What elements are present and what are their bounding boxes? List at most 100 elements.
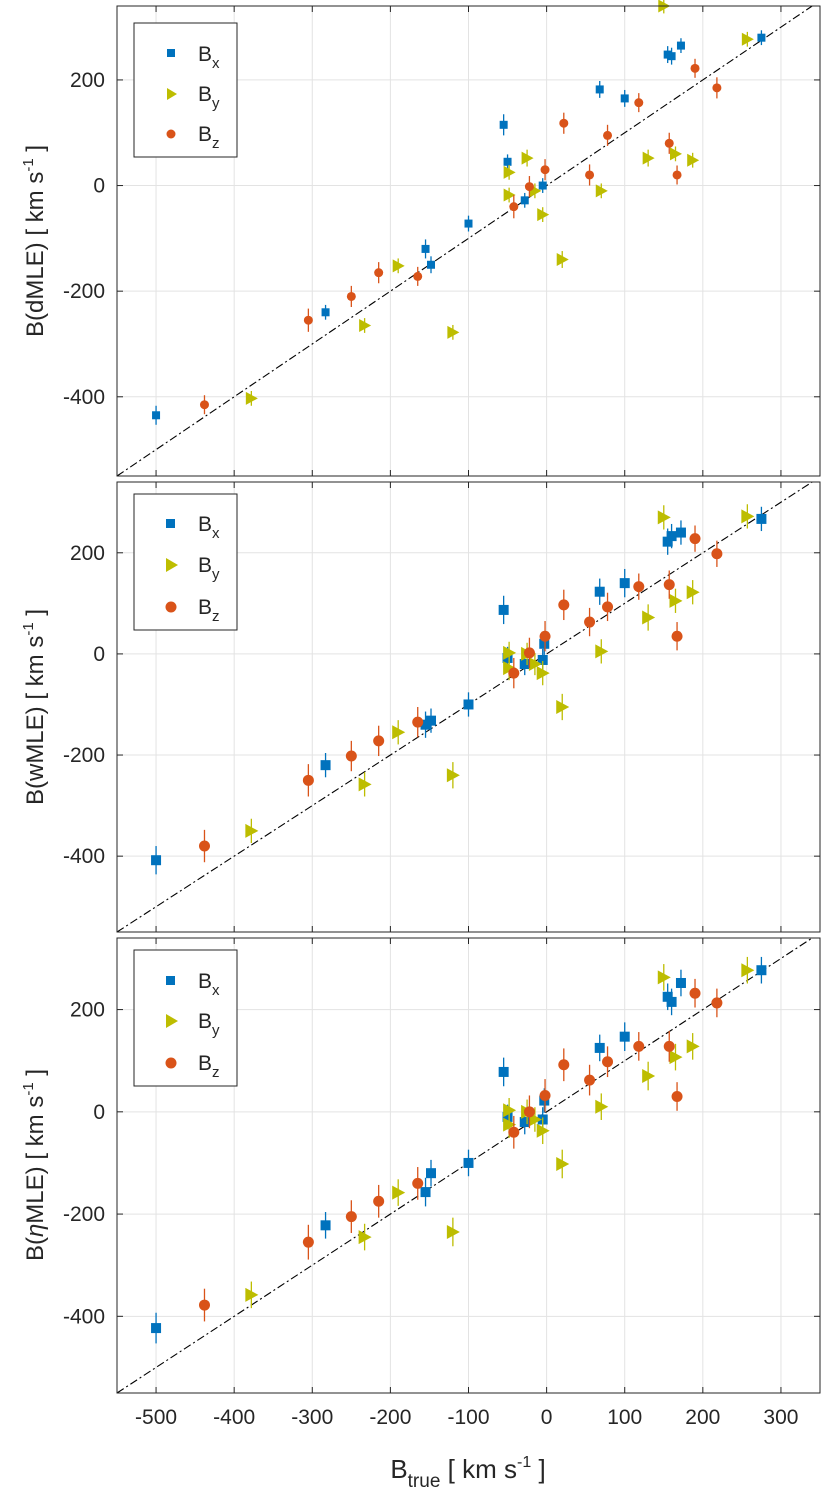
point-bz: [508, 1126, 520, 1138]
legend: Bx By Bz: [133, 493, 238, 631]
point-bx: [619, 1031, 630, 1042]
point-by: [741, 32, 754, 46]
identity-reference-line: [116, 5, 813, 477]
point-bz: [663, 579, 675, 591]
point-bx: [675, 527, 686, 538]
point-bz: [303, 315, 313, 325]
identity-reference-line: [116, 937, 813, 1394]
point-bz: [690, 63, 700, 73]
legend-label-by: By: [198, 83, 220, 112]
point-bx: [756, 513, 767, 524]
point-bz: [523, 1106, 535, 1118]
legend-marker-bx: [166, 519, 175, 528]
point-by: [503, 1117, 517, 1132]
point-by: [503, 661, 517, 676]
y-tick-label: 0: [93, 1101, 105, 1124]
point-bz: [523, 647, 535, 659]
point-by: [536, 1123, 550, 1138]
point-by: [359, 318, 372, 332]
point-bz: [198, 1299, 210, 1311]
point-by: [245, 823, 259, 838]
point-by: [669, 147, 682, 161]
y-tick-labels: -400 -200 0 200: [63, 69, 105, 409]
point-bx: [595, 85, 604, 94]
x-tick-label: -100: [447, 1406, 489, 1429]
point-bx: [498, 604, 509, 615]
x-tick-label: 100: [607, 1406, 642, 1429]
point-bx: [420, 1187, 431, 1198]
y-tick-label: 200: [70, 999, 105, 1022]
point-by: [536, 666, 550, 681]
point-bz: [373, 1195, 385, 1207]
y-tick-label: 0: [93, 175, 105, 198]
point-bx: [152, 411, 161, 420]
point-bz: [633, 581, 645, 593]
point-bz: [508, 667, 520, 679]
point-bx: [519, 659, 530, 670]
point-bz: [345, 1211, 357, 1223]
point-bx: [320, 1220, 331, 1231]
point-by: [503, 645, 517, 660]
point-bz: [373, 735, 385, 747]
point-by: [741, 963, 755, 978]
point-bx: [756, 965, 767, 976]
point-by: [595, 184, 608, 198]
point-by: [358, 1230, 372, 1245]
legend-label-bx: Bx: [198, 970, 220, 999]
legend-marker-by: [167, 88, 177, 100]
x-tick-label: -500: [135, 1406, 177, 1429]
point-bx: [662, 991, 673, 1002]
y-tick-label: 200: [70, 69, 105, 92]
point-bz: [671, 630, 683, 642]
point-bx: [519, 1117, 530, 1128]
point-bx: [503, 157, 512, 166]
x-tick-label: 0: [541, 1406, 553, 1429]
point-bx: [463, 1157, 474, 1168]
point-by: [556, 700, 570, 714]
legend-label-by: By: [198, 554, 220, 583]
point-bx: [499, 120, 508, 129]
point-by: [392, 1185, 406, 1200]
x-tick-label: -400: [213, 1406, 255, 1429]
data-points: [151, 504, 767, 875]
point-bx: [538, 181, 547, 190]
point-by: [358, 777, 372, 792]
point-by: [392, 259, 405, 273]
y-tick-label: -200: [63, 1203, 105, 1226]
x-tick-label: 200: [685, 1406, 720, 1429]
legend-box: [133, 22, 238, 158]
legend-label-bz: Bz: [198, 596, 220, 625]
point-bz: [374, 268, 384, 278]
point-bz: [633, 1040, 645, 1052]
legend-label-bx: Bx: [198, 513, 220, 542]
y-tick-labels: -400 -200 0 200: [63, 999, 105, 1329]
legend-label-by: By: [198, 1010, 220, 1039]
point-bz: [199, 400, 209, 410]
point-bx: [502, 1111, 513, 1122]
legend: Bx By Bz: [133, 949, 238, 1087]
panel-wmle: -400 -200 0 200 Bx By Bz: [63, 481, 821, 933]
point-bz: [689, 533, 701, 545]
legend-marker-by: [166, 558, 178, 572]
point-bx: [539, 638, 550, 649]
point-by: [669, 593, 683, 608]
legend-label-bx: Bx: [198, 43, 220, 72]
point-bx: [420, 719, 431, 730]
point-bz: [345, 750, 357, 762]
x-tick-labels: -500 -400 -300 -200 -100 0 100 200 300: [135, 1406, 798, 1429]
y-tick-label: 0: [93, 643, 105, 666]
point-bx: [426, 715, 437, 726]
x-tick-label: -200: [369, 1406, 411, 1429]
point-bz: [584, 616, 596, 628]
point-by: [446, 768, 460, 783]
y-axis-label-dmle: B(dMLE) [ km s-1 ]: [20, 145, 49, 337]
axes-frame: [116, 481, 821, 933]
point-by: [392, 725, 406, 740]
legend-marker-bz: [166, 129, 176, 139]
point-by: [669, 1050, 683, 1065]
point-bz: [559, 118, 569, 128]
identity-reference-line: [116, 481, 813, 933]
point-bz: [302, 774, 314, 786]
point-bx: [498, 1066, 509, 1077]
